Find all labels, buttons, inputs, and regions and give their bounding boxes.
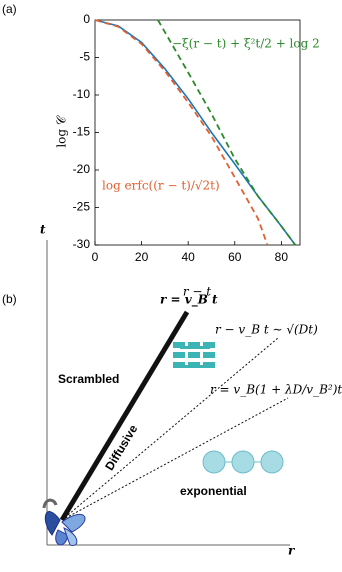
series-line [157, 19, 297, 246]
exponential-icon [202, 450, 284, 474]
diffusive-icon [173, 342, 215, 368]
y-tick-label: 0 [83, 12, 90, 26]
t-axis-label: t [40, 223, 46, 237]
x-tick-label: 0 [92, 250, 99, 264]
y-tick-label: -15 [73, 125, 91, 139]
butterfly-icon [42, 498, 86, 546]
line-label: r = v_B(1 + λD/v_B²)t [210, 383, 342, 397]
line-label: r − v_B t ∼ √(Dt) [215, 323, 318, 337]
x-tick-label: 20 [135, 250, 149, 264]
panel-label: (b) [2, 292, 17, 306]
x-axis-label: r − t [183, 285, 211, 299]
series-annotation: −ξ(r − t) + ξ²t/2 + log 2 [172, 37, 320, 51]
y-tick-label: -5 [79, 50, 90, 64]
x-tick-label: 80 [275, 250, 289, 264]
panel-label: (a) [2, 2, 17, 16]
series-line [94, 19, 269, 246]
y-tick-label: -30 [73, 237, 91, 251]
series-line [94, 19, 296, 246]
y-tick-label: -10 [73, 87, 91, 101]
exponential-line [61, 397, 289, 521]
region-label: exponential [180, 484, 247, 498]
region-label: Scrambled [58, 372, 119, 386]
y-tick-label: -20 [73, 162, 91, 176]
ballistic-line [59, 310, 190, 522]
x-tick-label: 40 [182, 250, 196, 264]
series-annotation: log erfc((r − t)/√2t) [102, 179, 220, 193]
x-tick-label: 60 [228, 250, 242, 264]
y-tick-label: -25 [73, 200, 91, 214]
r-axis-label: r [288, 544, 296, 558]
diffusive-line [61, 337, 279, 521]
y-axis-label: log 𝒞 [55, 115, 69, 148]
line-label: r = v_B t [160, 293, 218, 308]
